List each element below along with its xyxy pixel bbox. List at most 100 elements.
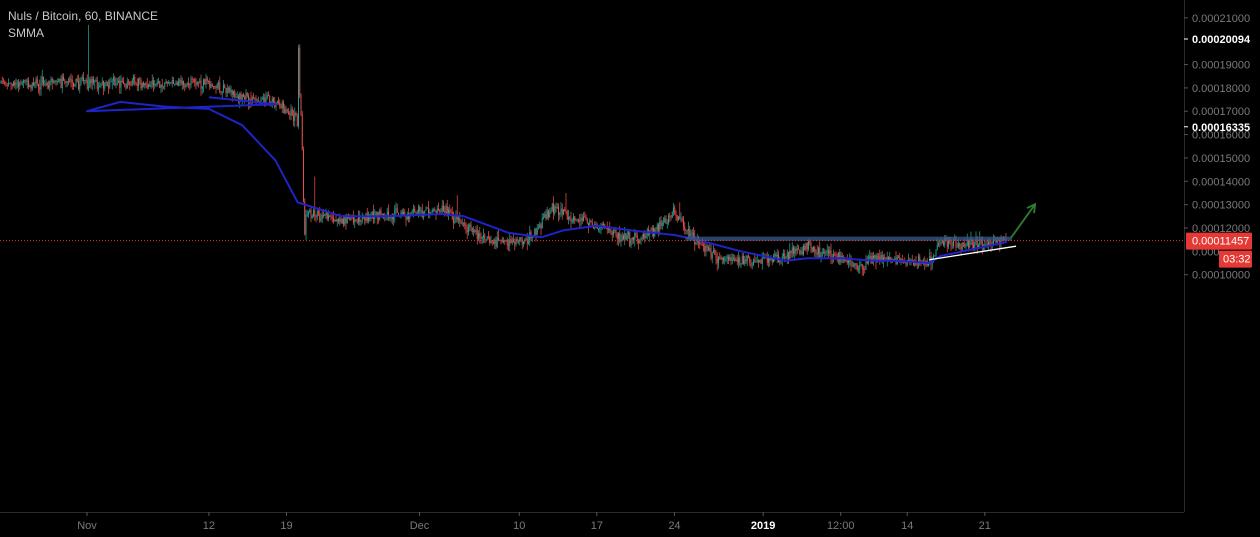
candle-body	[501, 240, 503, 243]
candle-body	[153, 80, 154, 86]
candle-body	[104, 83, 106, 89]
candle-body	[845, 260, 847, 262]
candle-body	[481, 237, 483, 239]
candle-body	[955, 238, 957, 248]
candle-body	[546, 210, 548, 219]
candle-body	[989, 242, 991, 243]
candle-body	[3, 81, 4, 82]
candle-body	[304, 201, 306, 235]
candle-body	[238, 96, 239, 101]
candle-body	[850, 259, 852, 266]
candle-body	[161, 84, 163, 87]
symbol-title[interactable]: Nuls / Bitcoin, 60, BINANCE	[8, 9, 159, 23]
y-tick-label: 0.00014000	[1192, 176, 1250, 188]
candle-body	[615, 230, 617, 235]
candle-body	[268, 95, 269, 97]
candle-body	[309, 209, 311, 212]
candle-body	[319, 213, 321, 221]
candle-body	[43, 76, 44, 85]
candle-body	[408, 213, 409, 220]
candle-body	[331, 217, 333, 218]
candle-body	[795, 248, 797, 252]
candle-body	[521, 241, 523, 245]
candle-body	[918, 256, 919, 265]
candle-body	[376, 211, 378, 219]
candle-body	[355, 219, 357, 221]
candle-body	[260, 98, 262, 104]
candle-body	[591, 222, 593, 226]
ascending-trendline[interactable]	[929, 245, 1017, 261]
candle-body	[939, 243, 941, 245]
candle-body	[861, 264, 863, 270]
chart-legend: Nuls / Bitcoin, 60, BINANCE SMMA	[8, 8, 158, 42]
candle-body	[898, 257, 899, 258]
candle-body	[885, 258, 887, 260]
candle-body	[589, 220, 591, 226]
candle-body	[693, 232, 694, 236]
candle-body	[699, 242, 701, 244]
candle-body	[816, 252, 818, 255]
resistance-zone[interactable]	[685, 236, 1012, 241]
candle-body	[55, 80, 57, 83]
candle-body	[986, 244, 988, 246]
candle-body	[656, 224, 658, 230]
candle-body	[886, 257, 888, 260]
price-badge-label: 0.00011457	[1192, 236, 1249, 248]
candle-body	[59, 78, 61, 82]
candle-body	[488, 236, 489, 238]
candle-body	[700, 243, 702, 245]
candle-body	[455, 215, 457, 222]
candle-body	[9, 83, 11, 84]
plot-area[interactable]	[0, 24, 1184, 276]
y-tick-label: 0.00017000	[1192, 106, 1250, 118]
x-tick-label: 12	[203, 520, 215, 532]
candle-body	[449, 209, 451, 213]
candle-body	[614, 230, 616, 232]
indicator-label[interactable]: SMMA	[8, 26, 44, 40]
candle-body	[744, 259, 746, 264]
candle-body	[611, 232, 613, 235]
projection-arrow[interactable]	[1010, 203, 1036, 239]
candle-body	[106, 81, 108, 86]
candle-body	[86, 79, 88, 89]
candle-body	[808, 241, 809, 250]
candle-body	[651, 228, 653, 231]
candle-body	[523, 241, 524, 245]
candle-body	[53, 82, 54, 83]
candle-body	[470, 224, 472, 228]
candle-body	[204, 79, 206, 85]
candle-body	[318, 211, 319, 214]
candle-body	[629, 232, 631, 246]
candle-body	[181, 80, 183, 85]
candle-body	[99, 85, 101, 87]
candle-body	[203, 79, 204, 87]
candle-body	[613, 231, 614, 235]
smma-line[interactable]	[86, 96, 1008, 264]
current-price-badge[interactable]: 0.00011457 03:32	[1186, 232, 1252, 268]
candle-body	[658, 224, 659, 231]
candle-body	[23, 80, 24, 83]
candle-body	[448, 209, 449, 216]
candle-body	[679, 216, 681, 220]
candle-body	[340, 218, 342, 224]
candle-body	[248, 95, 249, 103]
candle-body	[180, 79, 182, 85]
candle-body	[383, 213, 384, 215]
candle-body	[278, 101, 279, 103]
candle-body	[1000, 237, 1002, 245]
candle-body	[574, 216, 576, 221]
candle-body	[874, 254, 876, 259]
candle-body	[880, 254, 882, 261]
candle-body	[964, 243, 966, 247]
candle-body	[944, 237, 946, 246]
candle-body	[459, 217, 461, 222]
candle-body	[46, 82, 48, 86]
candle-body	[110, 81, 112, 83]
candle-body	[804, 245, 806, 250]
candle-body	[345, 216, 347, 224]
candle-body	[160, 84, 162, 88]
candle-body	[719, 256, 721, 258]
candle-body	[371, 211, 373, 216]
candle-body	[564, 209, 566, 212]
